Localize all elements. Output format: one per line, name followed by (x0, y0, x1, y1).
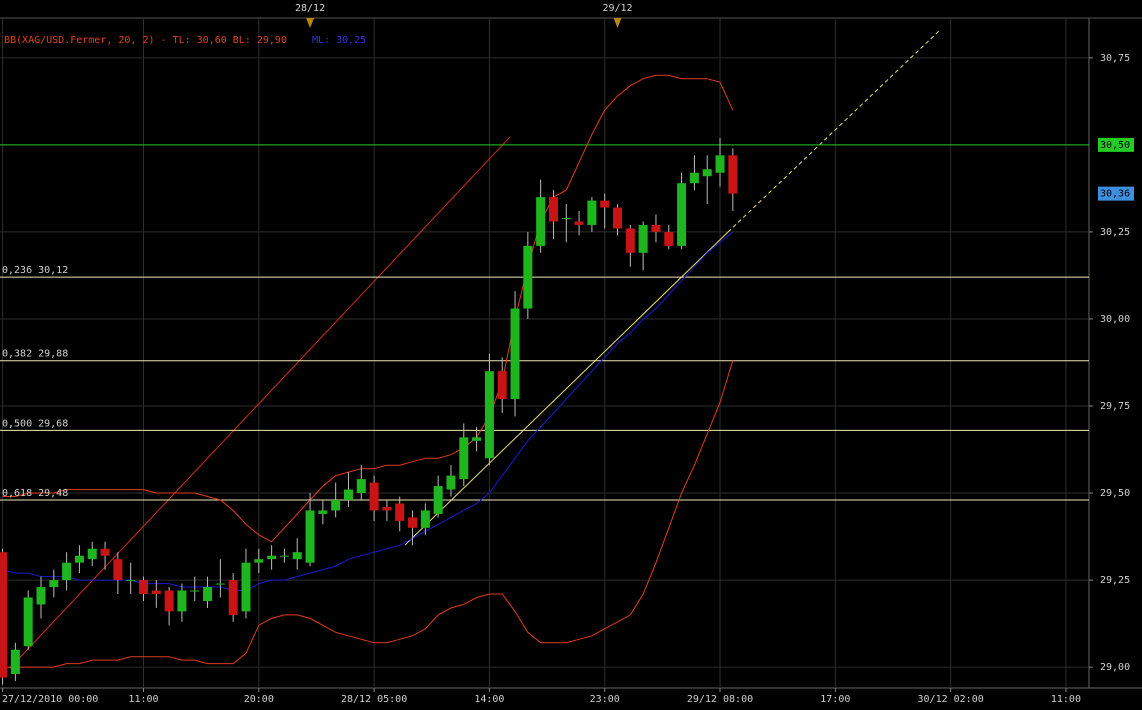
candle-body (267, 555, 277, 560)
bollinger-upper (2, 74, 734, 543)
candle-body (87, 548, 97, 560)
candle-body (49, 580, 59, 588)
x-tick-label: 11:00 (128, 694, 158, 705)
x-tick-label: 17:00 (820, 694, 850, 705)
candle-body (305, 510, 315, 563)
level-badge (1098, 137, 1134, 152)
candle-body (561, 218, 571, 219)
candle-body (292, 552, 302, 560)
day-marker-label: 29/12 (602, 3, 632, 14)
day-marker-label: 28/12 (295, 3, 325, 14)
candle-body (433, 486, 443, 514)
candle-body (190, 590, 200, 592)
candle-body (536, 197, 546, 246)
plot (0, 74, 1089, 685)
candle-body (203, 587, 213, 601)
candle-body (164, 590, 174, 612)
candle-body (574, 221, 584, 225)
candle-body (651, 224, 661, 232)
candle-body (151, 590, 161, 594)
candle-body (472, 437, 482, 441)
indicator-legend: BB(XAG/USD.Fermer, 20, 2) - TL: 30,60 BL… (4, 35, 287, 46)
trend-line (404, 231, 729, 546)
x-tick-label: 29/12 08:00 (687, 694, 753, 705)
y-tick-label: 30,00 (1100, 314, 1130, 325)
candle-body (625, 228, 635, 253)
candle-body (279, 555, 289, 557)
day-marker (306, 18, 315, 28)
y-tick-label: 29,50 (1100, 488, 1130, 499)
candle-body (228, 580, 238, 615)
candle-body (587, 200, 597, 225)
candle-body (36, 587, 46, 605)
candle-body (523, 245, 533, 309)
candle-body (369, 482, 379, 511)
y-tick-label: 29,00 (1100, 662, 1130, 673)
candle-body (420, 510, 430, 528)
candle-body (638, 224, 648, 253)
candle-body (446, 475, 456, 490)
candle-body (395, 503, 405, 521)
candle-body (138, 580, 148, 594)
candle-body (600, 200, 610, 208)
candle-body (254, 559, 264, 563)
fib-label: 0,382 29,88 (2, 349, 68, 360)
x-tick-label: 20:00 (244, 694, 274, 705)
x-tick-label: 28/12 05:00 (341, 694, 407, 705)
fib-label: 0,618 29,48 (2, 488, 68, 499)
candle-body (677, 183, 687, 246)
candle-body (74, 555, 84, 563)
y-tick-label: 30,25 (1100, 227, 1130, 238)
candle-body (548, 197, 558, 222)
day-marker (613, 18, 622, 28)
candle-body (728, 155, 738, 194)
candle-body (62, 562, 72, 581)
trend-line (9, 136, 511, 669)
y-tick-label: 30,75 (1100, 53, 1130, 64)
candle-body (343, 489, 353, 500)
candle-body (408, 517, 418, 528)
level-badge-label: 30,50 (1100, 140, 1130, 151)
y-tick-label: 29,25 (1100, 575, 1130, 586)
candle-body (459, 437, 469, 480)
candle-body (613, 207, 623, 229)
x-tick-label: 14:00 (474, 694, 504, 705)
candle-body (318, 510, 328, 514)
candle-body (689, 172, 699, 184)
candle-body (715, 155, 725, 173)
candle-body (177, 590, 187, 612)
candle-body (126, 580, 136, 582)
candle-body (356, 479, 366, 494)
candle-body (23, 597, 33, 647)
candle-body (664, 231, 674, 246)
price-badge-label: 30,36 (1100, 189, 1130, 200)
candle-body (0, 552, 8, 678)
candle-body (510, 308, 520, 400)
x-tick-label: 23:00 (590, 694, 620, 705)
candle-body (241, 562, 251, 612)
candle-body (100, 548, 110, 556)
candle-body (497, 371, 507, 400)
price-badge (1098, 186, 1134, 201)
candle-body (702, 169, 712, 177)
candle-body (331, 500, 341, 511)
candle-body (382, 506, 392, 511)
x-tick-label: 27/12/2010 00:00 (2, 694, 98, 705)
bollinger-lower (2, 360, 734, 668)
indicator-legend-ml: ML: 30,25 (312, 35, 366, 46)
bollinger-middle (2, 231, 734, 591)
candle-body (10, 649, 20, 675)
x-tick-label: 11:00 (1051, 694, 1081, 705)
candle-body (484, 371, 494, 459)
x-tick-label: 30/12 02:00 (918, 694, 984, 705)
y-tick-label: 29,75 (1100, 401, 1130, 412)
candle-body (113, 559, 123, 581)
fib-label: 0,500 29,68 (2, 418, 68, 429)
fib-label: 0,236 30,12 (2, 265, 68, 276)
candle-body (215, 583, 225, 585)
